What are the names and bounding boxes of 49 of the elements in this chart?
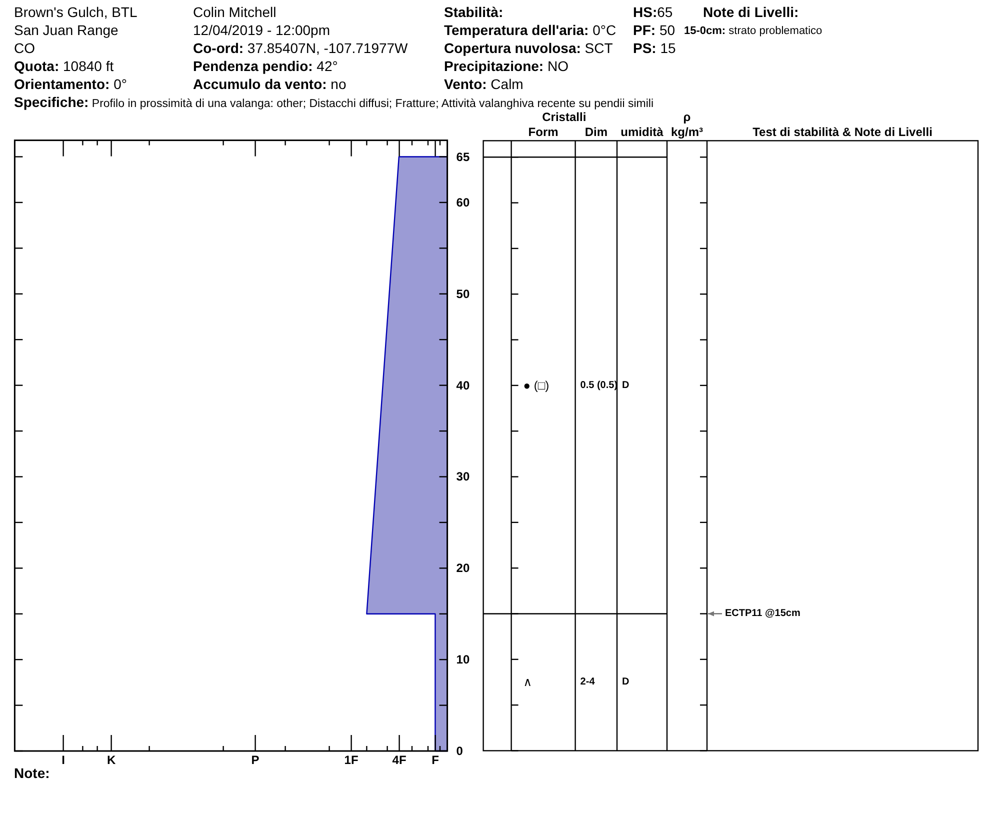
text: PF: 50 [633,22,676,38]
text: Specifiche: Profilo in prossimità di una valanga: other; Distacchi diffusi; Fratture; Attività valanghiva recente su pendii simili [14,94,654,110]
text: Pendenza pendio: 42° [193,58,338,74]
y-tick-label: 20 [456,561,470,576]
text: Copertura nuvolosa: SCT [444,40,614,56]
y-tick-label: 0 [456,744,464,758]
text: 2-4 [580,676,595,688]
text: ECTP11 @15cm [725,608,800,620]
y-tick-label: 60 [456,195,470,210]
text: San Juan Range [14,22,119,38]
category-label: ρ kg/m³ [670,110,704,139]
category-label: Form [528,125,558,139]
text: ● (□) [523,378,550,392]
category-label: Dim [584,125,608,139]
text: D [622,676,630,688]
text: HS:65 [633,4,673,20]
text: ∧ [523,675,532,690]
text: Note di Livelli: [703,4,799,20]
text: Brown's Gulch, BTL [14,4,138,20]
text: K [106,753,116,767]
text: 15-0cm: strato problematico [684,25,822,37]
y-tick-label: 10 [456,652,470,667]
text: Precipitazione: NO [444,58,569,74]
text: 0.5 (0.5) [580,380,618,391]
text: Orientamento: 0° [14,76,127,92]
y-tick-label: 30 [456,470,470,484]
text: F [432,753,439,767]
text: 4F [392,753,406,767]
text: Note: [14,765,50,781]
text: Quota: 10840 ft [14,58,114,74]
text: I [62,753,65,767]
text: PS: 15 [633,40,676,56]
text: Temperatura dell'aria: 0°C [444,22,616,38]
text: 1F [344,753,358,767]
text: Colin Mitchell [193,4,276,20]
category-label: Test di stabilità & Note di Livelli [752,125,932,139]
y-tick-label: 65 [456,150,470,164]
text: D [622,380,630,391]
text: Stabilità: [444,4,504,20]
y-tick-label: 50 [456,286,470,301]
text: Vento: Calm [444,76,524,92]
text: P [251,753,260,767]
text: Cristalli [542,110,586,124]
text: 12/04/2019 - 12:00pm [193,22,330,38]
text: Accumulo da vento: no [193,76,346,92]
text: Co-ord: 37.85407N, -107.71977W [193,40,409,56]
category-label: umidità [620,125,664,139]
text: CO [14,40,36,56]
y-tick-label: 40 [456,378,470,392]
